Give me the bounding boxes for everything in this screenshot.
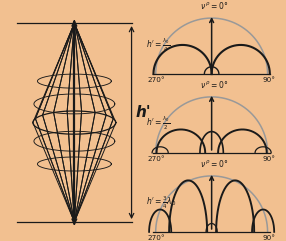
Text: $h'= \frac{3}{4}\lambda_0$: $h'= \frac{3}{4}\lambda_0$	[146, 195, 177, 211]
Text: 90°: 90°	[263, 77, 276, 83]
Text: $h'= \frac{\lambda_0}{2}$: $h'= \frac{\lambda_0}{2}$	[146, 115, 170, 132]
Text: $\nu^{\,\rho}=0°$: $\nu^{\,\rho}=0°$	[200, 79, 228, 90]
Text: 90°: 90°	[263, 235, 276, 241]
Text: 270°: 270°	[147, 156, 165, 162]
Text: $\nu^{\,\rho}=0°$: $\nu^{\,\rho}=0°$	[200, 0, 228, 11]
Text: 270°: 270°	[147, 235, 165, 241]
Text: h': h'	[136, 105, 151, 120]
Text: 90°: 90°	[263, 156, 276, 162]
Text: $h'= \frac{\lambda_0}{4}$: $h'= \frac{\lambda_0}{4}$	[146, 36, 170, 54]
Text: 270°: 270°	[147, 77, 165, 83]
Text: $\nu^{\,\rho}=0°$: $\nu^{\,\rho}=0°$	[200, 158, 228, 169]
